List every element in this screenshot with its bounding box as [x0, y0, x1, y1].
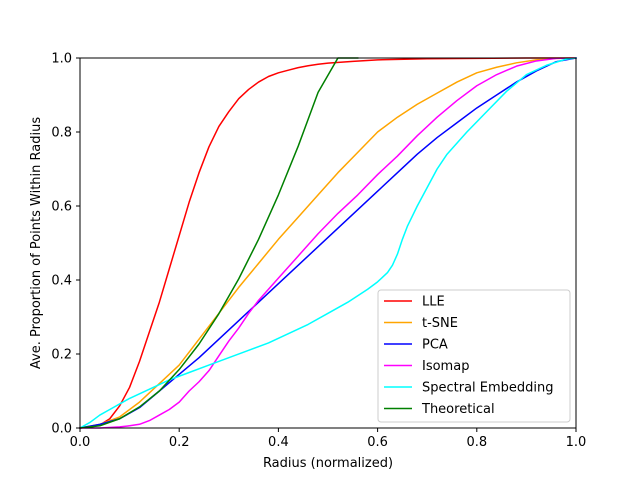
series-layer — [78, 57, 577, 430]
y-tick-label: 0.4 — [51, 274, 72, 289]
series-line-theoretical — [79, 57, 359, 429]
series-line-t-sne — [79, 57, 577, 429]
series-line-lle — [79, 57, 577, 429]
x-axis-label: Radius (normalized) — [263, 456, 393, 471]
y-tick-label: 0.8 — [51, 126, 72, 141]
legend-label-theoretical: Theoretical — [421, 402, 495, 417]
y-tick-label: 1.0 — [51, 52, 72, 67]
x-tick-label: 0.6 — [367, 435, 388, 450]
y-axis: 0.0 0.2 0.4 0.6 0.8 1.0 — [51, 52, 80, 437]
legend: LLE t-SNE PCA Isomap Spectral Embedding Theor… — [377, 289, 571, 423]
x-axis: 0.0 0.2 0.4 0.6 0.8 1.0 — [70, 428, 587, 450]
plot-frame — [79, 57, 577, 429]
legend-label-lle: LLE — [422, 295, 445, 310]
y-tick-label: 0.2 — [51, 348, 72, 363]
series-line-spectral-embedding — [78, 57, 577, 430]
x-tick-label: 0.0 — [70, 435, 91, 450]
y-tick-label: 0.0 — [51, 422, 72, 437]
legend-label-pca: PCA — [422, 338, 448, 353]
x-tick-label: 1.0 — [566, 435, 587, 450]
y-axis-label: Ave. Proportion of Points Within Radius — [29, 117, 44, 369]
x-tick-label: 0.8 — [466, 435, 487, 450]
legend-label-spectral-embedding: Spectral Embedding — [422, 381, 554, 396]
y-tick-label: 0.6 — [51, 200, 72, 215]
series-line-isomap — [79, 57, 577, 429]
legend-box — [377, 289, 571, 423]
x-tick-label: 0.4 — [268, 435, 289, 450]
legend-label-isomap: Isomap — [422, 359, 469, 374]
x-tick-label: 0.2 — [169, 435, 190, 450]
legend-label-t-sne: t-SNE — [422, 316, 458, 331]
